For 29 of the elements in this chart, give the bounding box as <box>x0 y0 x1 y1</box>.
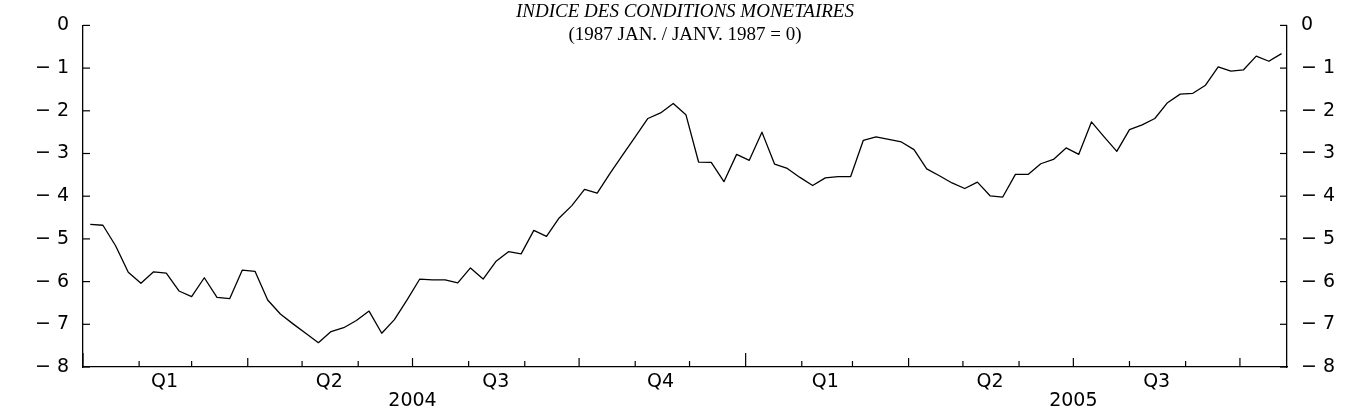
y-tick-label: − 1 <box>34 55 69 78</box>
y-tick-label: 0 <box>56 12 69 35</box>
x-tick-label: Q1 <box>811 369 839 392</box>
y-tick-label: − 4 <box>34 183 69 206</box>
x-tick-label: Q3 <box>1143 369 1171 392</box>
y2-tick-label: − 3 <box>1301 140 1336 163</box>
chart-subtitle: (1987 JAN. / JANV. 1987 = 0) <box>568 23 802 46</box>
x-tick-label: Q2 <box>976 369 1004 392</box>
y-tick-label: − 3 <box>34 140 69 163</box>
y-tick-label: − 2 <box>34 97 69 120</box>
text: 2004 <box>388 388 437 411</box>
x-tick-label: Q4 <box>647 369 675 392</box>
y-tick-label: − 5 <box>34 225 69 248</box>
y-tick-label: − 8 <box>34 353 69 376</box>
y2-tick-label: − 5 <box>1301 225 1336 248</box>
y2-tick-label: − 1 <box>1301 55 1336 78</box>
y2-tick-label: − 7 <box>1301 311 1336 334</box>
y2-tick-label: − 8 <box>1301 353 1336 376</box>
y-tick-label: − 7 <box>34 311 69 334</box>
y2-tick-label: − 4 <box>1301 183 1336 206</box>
y2-tick-label: 0 <box>1301 12 1314 35</box>
text: 2005 <box>1049 388 1098 411</box>
x-tick-label: Q3 <box>482 369 510 392</box>
x-tick-label: Q2 <box>315 369 343 392</box>
y2-tick-label: − 6 <box>1301 268 1336 291</box>
x-tick-label: Q1 <box>150 369 178 392</box>
chart-title: INDICE DES CONDITIONS MONETAIRES <box>515 0 855 21</box>
y-tick-label: − 6 <box>34 268 69 291</box>
y2-tick-label: − 2 <box>1301 97 1336 120</box>
